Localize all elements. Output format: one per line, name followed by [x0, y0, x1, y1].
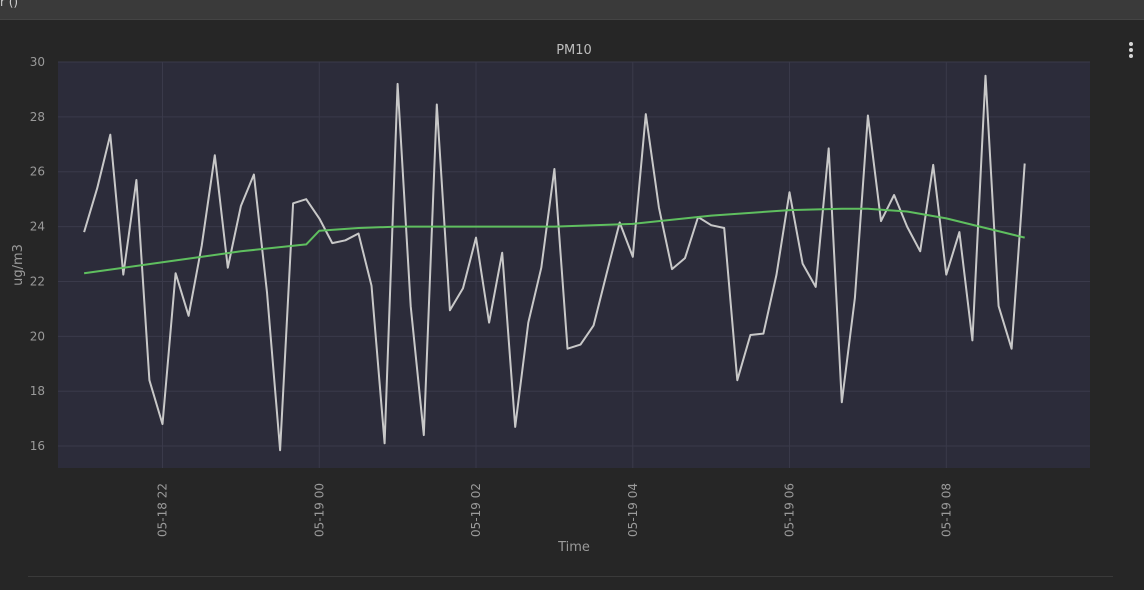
y-tick-label: 24 [30, 220, 45, 234]
x-tick-label: 05-19 00 [312, 483, 326, 537]
x-tick-label: 05-19 04 [626, 483, 640, 537]
toolbar-text: r () [0, 0, 19, 9]
y-tick-label: 22 [30, 274, 45, 288]
chart-title: PM10 [556, 43, 592, 58]
raw-series-line [83, 74, 1026, 452]
more-options-icon[interactable] [1124, 42, 1138, 62]
plot-area [58, 62, 1090, 468]
x-tick-label: 05-19 02 [469, 483, 483, 537]
trend-series-line [83, 207, 1025, 275]
y-tick-label: 26 [30, 165, 45, 179]
x-tick-label: 05-18 22 [156, 483, 170, 537]
y-tick-label: 20 [30, 329, 45, 343]
x-axis-label: Time [557, 540, 590, 555]
top-toolbar: r () [0, 0, 1144, 20]
y-tick-label: 18 [30, 384, 45, 398]
y-tick-label: 28 [30, 110, 45, 124]
x-tick-label: 05-19 08 [939, 483, 953, 537]
y-axis-label: ug/m3 [11, 244, 26, 286]
pm10-line-chart: 16 18 20 22 24 26 28 30 05-18 22 05-19 00 05-19 02… [11, 43, 1090, 555]
y-tick-label: 16 [30, 439, 45, 453]
y-tick-label: 30 [30, 55, 45, 69]
divider [28, 576, 1113, 577]
x-tick-label: 05-19 06 [783, 483, 797, 537]
